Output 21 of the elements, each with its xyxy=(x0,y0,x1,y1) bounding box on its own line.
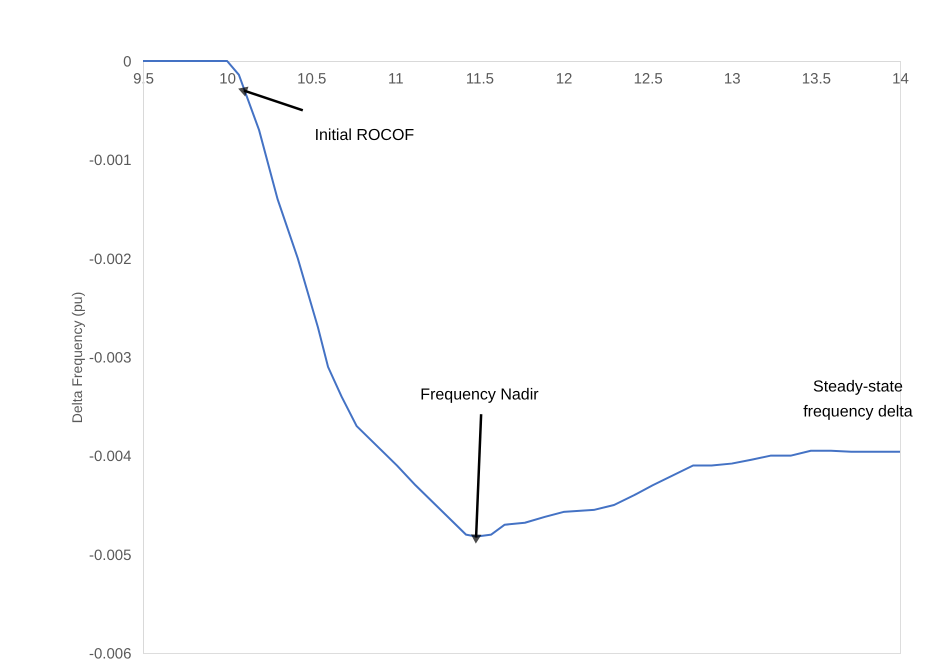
y-tick-label: -0.003 xyxy=(88,350,132,366)
y-tick-label: -0.005 xyxy=(88,546,132,564)
annotation: Frequency Nadir xyxy=(420,386,540,404)
y-tick-label: 0 xyxy=(123,54,132,70)
y-tick-label: -0.001 xyxy=(88,152,132,170)
annotation: Initial ROCOF xyxy=(314,127,414,144)
x-tick-label: 10 xyxy=(219,70,236,88)
y-tick-label: -0.002 xyxy=(88,250,132,268)
x-tick-label: 11 xyxy=(388,70,404,88)
x-tick-label: 11.5 xyxy=(466,70,494,88)
y-tick-label: -0.006 xyxy=(88,646,132,662)
x-tick-label: 13.5 xyxy=(802,70,831,88)
y-axis-title: Delta Frequency (pu) xyxy=(68,292,85,424)
y-tick-label: -0.004 xyxy=(88,448,132,466)
annotation: Steady-state frequency delta xyxy=(803,378,913,421)
x-tick-label: 10.5 xyxy=(297,70,326,88)
x-tick-label: 14 xyxy=(892,70,909,88)
x-tick-label: 9.5 xyxy=(133,70,154,88)
x-tick-label: 13 xyxy=(724,70,741,88)
x-tick-label: 12 xyxy=(556,70,572,88)
x-tick-label: 12.5 xyxy=(634,70,663,88)
